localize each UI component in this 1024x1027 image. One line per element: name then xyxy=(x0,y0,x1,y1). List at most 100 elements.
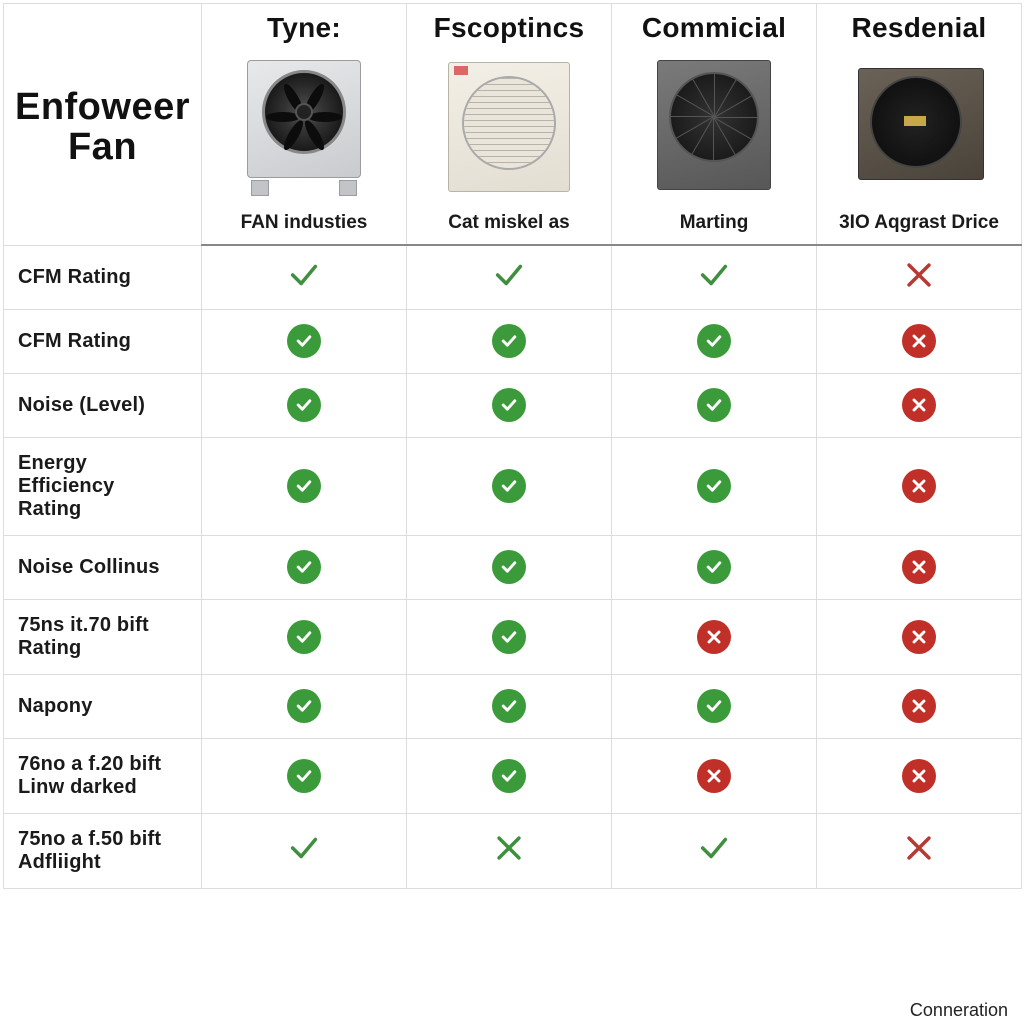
cell xyxy=(407,738,612,813)
cell xyxy=(407,674,612,738)
cell xyxy=(817,674,1022,738)
cell xyxy=(817,535,1022,599)
table-row: 76no a f.20 biftLinw darked xyxy=(4,738,1022,813)
cell xyxy=(817,309,1022,373)
x-badge-icon xyxy=(902,388,936,422)
cell xyxy=(202,674,407,738)
check-badge-icon xyxy=(287,620,321,654)
x-badge-icon xyxy=(902,689,936,723)
row-label: 75ns it.70 biftRating xyxy=(4,599,202,674)
cell xyxy=(612,813,817,888)
x-badge-icon xyxy=(902,324,936,358)
product-image-2 xyxy=(407,50,611,208)
table-row: Napony xyxy=(4,674,1022,738)
table-row: 75ns it.70 biftRating xyxy=(4,599,1022,674)
x-badge-icon xyxy=(697,759,731,793)
check-badge-icon xyxy=(287,469,321,503)
row-label: Napony xyxy=(4,674,202,738)
cell xyxy=(202,813,407,888)
table-body: CFM RatingCFM RatingNoise (Level)Energy … xyxy=(4,245,1022,888)
table-row: CFM Rating xyxy=(4,245,1022,309)
check-icon xyxy=(287,258,321,292)
x-badge-icon xyxy=(697,620,731,654)
product-image-1 xyxy=(202,50,406,208)
check-badge-icon xyxy=(492,689,526,723)
check-badge-icon xyxy=(492,388,526,422)
col-header-1: Tyne: xyxy=(202,4,407,51)
row-label: CFM Rating xyxy=(4,309,202,373)
cell xyxy=(817,599,1022,674)
check-badge-icon xyxy=(492,759,526,793)
cell xyxy=(407,373,612,437)
cell xyxy=(612,674,817,738)
x-badge-icon xyxy=(902,759,936,793)
product-image-4 xyxy=(817,50,1021,208)
header-row: Enfoweer Fan Tyne: Fscoptincs Commicial … xyxy=(4,4,1022,51)
row-label: Energy EfficiencyRating xyxy=(4,437,202,535)
cell xyxy=(407,599,612,674)
cell xyxy=(202,373,407,437)
cell xyxy=(817,245,1022,309)
check-icon xyxy=(492,258,526,292)
cell xyxy=(817,373,1022,437)
check-badge-icon xyxy=(697,469,731,503)
check-icon xyxy=(697,258,731,292)
col-header-3: Commicial xyxy=(612,4,817,51)
cell xyxy=(407,309,612,373)
table-row: CFM Rating xyxy=(4,309,1022,373)
col-sublabel-2: Cat miskel as xyxy=(407,208,612,245)
cell xyxy=(407,813,612,888)
cell xyxy=(612,245,817,309)
cell xyxy=(612,309,817,373)
check-badge-icon xyxy=(287,689,321,723)
check-icon xyxy=(287,831,321,865)
check-badge-icon xyxy=(697,324,731,358)
row-label: 76no a f.20 biftLinw darked xyxy=(4,738,202,813)
check-badge-icon xyxy=(697,550,731,584)
row-label: Noise Collinus xyxy=(4,535,202,599)
cell xyxy=(202,309,407,373)
footer-text: Conneration xyxy=(910,1000,1008,1021)
cell xyxy=(202,599,407,674)
col-sublabel-4: 3IO Aqgrast Drice xyxy=(817,208,1022,245)
check-badge-icon xyxy=(287,388,321,422)
cell xyxy=(407,437,612,535)
cell xyxy=(202,437,407,535)
row-label: 75no a f.50 biftAdfliight xyxy=(4,813,202,888)
cell xyxy=(202,535,407,599)
cell xyxy=(612,599,817,674)
table-row: 75no a f.50 biftAdfliight xyxy=(4,813,1022,888)
x-icon xyxy=(902,831,936,865)
check-badge-icon xyxy=(492,469,526,503)
col-header-4: Resdenial xyxy=(817,4,1022,51)
title-text: Enfoweer Fan xyxy=(15,86,190,168)
cell xyxy=(612,437,817,535)
check-badge-icon xyxy=(492,550,526,584)
check-badge-icon xyxy=(287,550,321,584)
cell xyxy=(817,813,1022,888)
table-title: Enfoweer Fan xyxy=(4,4,202,246)
product-image-3 xyxy=(612,50,816,208)
check-badge-icon xyxy=(287,759,321,793)
table-row: Noise (Level) xyxy=(4,373,1022,437)
check-badge-icon xyxy=(492,324,526,358)
check-badge-icon xyxy=(287,324,321,358)
check-badge-icon xyxy=(492,620,526,654)
cell xyxy=(817,437,1022,535)
row-label: CFM Rating xyxy=(4,245,202,309)
cell xyxy=(612,373,817,437)
x-icon xyxy=(492,831,526,865)
cell xyxy=(407,535,612,599)
check-icon xyxy=(697,831,731,865)
cell xyxy=(202,738,407,813)
cell xyxy=(612,535,817,599)
table-row: Noise Collinus xyxy=(4,535,1022,599)
check-badge-icon xyxy=(697,689,731,723)
table-row: Energy EfficiencyRating xyxy=(4,437,1022,535)
col-sublabel-1: FAN industies xyxy=(202,208,407,245)
cell xyxy=(202,245,407,309)
cell xyxy=(612,738,817,813)
comparison-table: Enfoweer Fan Tyne: Fscoptincs Commicial … xyxy=(3,3,1022,889)
col-sublabel-3: Marting xyxy=(612,208,817,245)
row-label: Noise (Level) xyxy=(4,373,202,437)
